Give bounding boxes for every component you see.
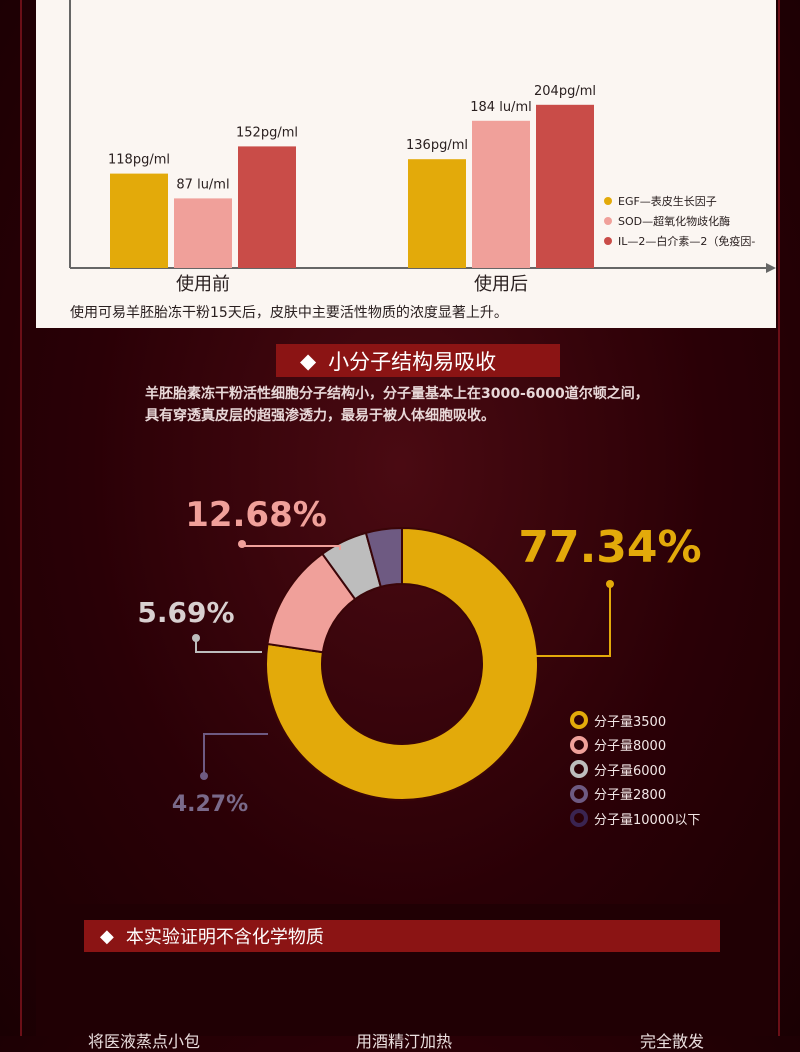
legend-ring-icon — [570, 784, 588, 803]
legend-entry: 分子量6000 — [570, 757, 700, 782]
slice-percent-label: 4.27% — [172, 792, 248, 817]
bar-data-label: 118pg/ml — [108, 153, 170, 168]
slice-percent-label: 77.34% — [518, 522, 701, 573]
bar-chart-caption: 使用可易羊胚胎冻干粉15天后，皮肤中主要活性物质的浓度显著上升。 — [70, 305, 508, 321]
leader-dot — [606, 580, 614, 588]
legend-entry: 分子量3500 — [570, 708, 700, 733]
bar-data-label: 204pg/ml — [534, 84, 596, 99]
leader-dot — [200, 772, 208, 780]
bar — [408, 159, 466, 268]
bar-data-label: 184 lu/ml — [470, 100, 531, 115]
leader-line — [203, 733, 268, 776]
slice-percent-label: 5.69% — [137, 596, 234, 629]
legend-dot — [604, 237, 612, 245]
donut-slice — [265, 526, 539, 801]
section-title: 小分子结构易吸收 — [328, 349, 497, 374]
category-label: 使用后 — [474, 274, 528, 295]
cut-text-1: 将医液蒸点小包 — [88, 1032, 201, 1051]
legend-ring-icon — [570, 809, 588, 828]
diamond-icon: ◆ — [300, 348, 317, 373]
legend-entry: SOD—超氧化物歧化酶 — [618, 214, 730, 228]
bar-chart: 118pg/ml 87 lu/ml 152pg/ml 使用前 136pg/ml 184 l… — [69, 0, 776, 295]
bar-data-label: 87 lu/ml — [176, 177, 229, 192]
legend-entry: 分子量10000以下 — [570, 806, 700, 831]
bar-data-label: 136pg/ml — [406, 138, 468, 153]
legend-ring-icon — [570, 735, 588, 754]
legend-entry: 分子量2800 — [570, 782, 700, 807]
leader-line — [195, 638, 262, 653]
description-line-2: 具有穿透真皮层的超强渗透力，最易于被人体细胞吸收。 — [145, 408, 495, 424]
bar-data-label: 152pg/ml — [236, 125, 298, 140]
diamond-icon: ◆ — [100, 925, 114, 947]
legend-label: 分子量6000 — [594, 763, 667, 779]
donut-slice — [364, 526, 403, 589]
legend-dot — [604, 197, 612, 205]
section-header-no-chemicals: ◆ 本实验证明不含化学物质 — [84, 920, 720, 952]
legend-ring-icon — [570, 760, 588, 779]
legend-label: 分子量3500 — [594, 714, 667, 730]
legend-label: 分子量8000 — [594, 739, 667, 755]
legend-label: 分子量10000以下 — [594, 812, 701, 828]
bar — [536, 104, 594, 268]
legend-entry: 分子量8000 — [570, 733, 700, 758]
bar — [472, 120, 530, 268]
category-label: 使用前 — [176, 274, 230, 295]
frame-line-right — [778, 0, 780, 1036]
section-header-small-molecule: ◆ 小分子结构易吸收 — [276, 344, 560, 377]
bar — [238, 146, 296, 268]
slice-percent-label: 12.68% — [185, 495, 327, 535]
section-title: 本实验证明不含化学物质 — [125, 927, 324, 948]
cut-text-3: 完全散发 — [640, 1032, 705, 1051]
bar — [110, 173, 168, 268]
leader-line — [241, 544, 341, 550]
cut-text-2: 用酒精汀加热 — [356, 1032, 453, 1051]
bar — [174, 198, 232, 268]
bar-chart-panel: 118pg/ml 87 lu/ml 152pg/ml 使用前 136pg/ml 184 l… — [36, 0, 776, 328]
donut-legend: 分子量3500 分子量8000 分子量6000 分子量2800 分子量10000以下 — [570, 708, 700, 831]
legend-dot — [604, 217, 612, 225]
leader-dot — [238, 540, 246, 548]
legend-label: 分子量2800 — [594, 788, 667, 804]
frame-line-left — [20, 0, 22, 1036]
donut-chart: 77.34% 12.68% 5.69% 4.27% — [137, 495, 701, 817]
x-axis-arrow — [766, 263, 776, 273]
legend-ring-icon — [570, 711, 588, 730]
description-line-1: 羊胚胎素冻干粉活性细胞分子结构小，分子量基本上在3000-6000道尔顿之间， — [145, 386, 649, 402]
leader-line — [483, 584, 611, 657]
legend-entry: IL—2—白介素—2（免疫因- — [618, 234, 755, 248]
leader-dot — [192, 634, 200, 642]
legend-entry: EGF—表皮生长因子 — [618, 194, 717, 208]
